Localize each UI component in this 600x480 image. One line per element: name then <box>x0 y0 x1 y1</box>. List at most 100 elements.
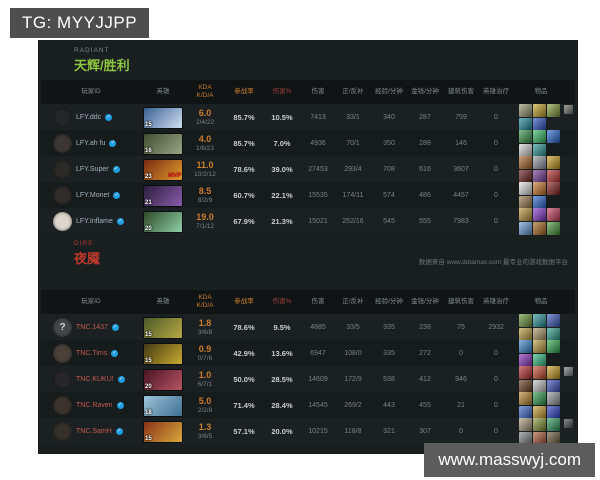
item-icon[interactable] <box>519 432 532 445</box>
player-name[interactable]: TNC.Raven <box>76 402 113 409</box>
item-icon[interactable] <box>547 182 560 195</box>
item-icon[interactable] <box>547 392 560 405</box>
item-icon[interactable] <box>533 222 546 235</box>
item-icon[interactable] <box>519 144 532 157</box>
neutral-item-icon[interactable] <box>564 419 573 428</box>
stat-lasthits-denies: 118/8 <box>344 428 362 435</box>
item-icon[interactable] <box>547 104 560 117</box>
item-icon[interactable] <box>547 340 560 353</box>
verified-icon: ✓ <box>112 166 120 173</box>
item-icon[interactable] <box>533 380 546 393</box>
stat-participation: 60.7% <box>233 191 255 200</box>
hero-portrait[interactable]: 23 MVP <box>144 159 182 180</box>
hero-portrait[interactable]: 20 <box>144 369 182 390</box>
hero-cell: 15 <box>141 343 185 364</box>
item-icon[interactable] <box>519 156 532 169</box>
items-cell <box>513 418 573 445</box>
hero-portrait[interactable]: 20 <box>144 211 182 232</box>
item-icon[interactable] <box>519 328 532 341</box>
item-icon[interactable] <box>547 156 560 169</box>
player-name[interactable]: LFY.Inflame <box>76 218 113 225</box>
item-icon[interactable] <box>533 392 546 405</box>
item-icon[interactable] <box>519 340 532 353</box>
neutral-item-icon[interactable] <box>564 367 573 376</box>
stat-xpm: 443 <box>383 402 395 409</box>
hero-portrait[interactable]: 15 <box>144 107 182 128</box>
item-icon[interactable] <box>533 182 546 195</box>
dire-team-title: 夜魇 <box>74 251 101 266</box>
item-icon[interactable] <box>519 130 532 143</box>
item-icon[interactable] <box>519 170 532 183</box>
item-icon[interactable] <box>533 144 546 157</box>
item-icon[interactable] <box>547 418 560 431</box>
item-icon[interactable] <box>519 314 532 327</box>
item-icon[interactable] <box>533 314 546 327</box>
hero-portrait[interactable]: 15 <box>144 421 182 442</box>
column-header-kda: KDA K/D/A <box>185 294 225 311</box>
item-icon[interactable] <box>519 208 532 221</box>
item-icon[interactable] <box>533 418 546 431</box>
player-name[interactable]: LFY.Super <box>76 166 109 173</box>
item-icon[interactable] <box>547 130 560 143</box>
kda-value: 0.9 <box>198 343 212 354</box>
item-icon[interactable] <box>547 406 560 419</box>
item-icon[interactable] <box>547 314 560 327</box>
item-icon[interactable] <box>547 170 560 183</box>
item-icon[interactable] <box>533 406 546 419</box>
player-cell: LFY.Super ✓ <box>41 160 141 179</box>
player-name[interactable]: LFY.ah fu <box>76 140 106 147</box>
hero-portrait[interactable]: 15 <box>144 317 182 338</box>
stat-participation: 71.4% <box>233 401 255 410</box>
item-icon[interactable] <box>519 104 532 117</box>
player-name[interactable]: TNC.Tims <box>76 350 108 357</box>
item-icon[interactable] <box>533 328 546 341</box>
item-icon[interactable] <box>519 366 532 379</box>
item-icon[interactable] <box>533 196 546 209</box>
player-name[interactable]: LFY.ddc <box>76 114 102 121</box>
stat-hero-healing: 0 <box>494 192 498 199</box>
player-cell: TNC.SamH ✓ <box>41 422 141 441</box>
item-icon[interactable] <box>533 118 546 131</box>
item-icon[interactable] <box>547 432 560 445</box>
item-icon[interactable] <box>519 392 532 405</box>
item-icon[interactable] <box>533 432 546 445</box>
column-header-heal: 英雄治疗 <box>483 87 509 95</box>
item-icon[interactable] <box>533 156 546 169</box>
item-icon[interactable] <box>533 354 546 367</box>
player-name[interactable]: TNC.SamH <box>76 428 112 435</box>
item-icon[interactable] <box>547 328 560 341</box>
player-name[interactable]: LFY.Monet <box>76 192 110 199</box>
items-grid <box>519 340 563 367</box>
item-icon[interactable] <box>533 170 546 183</box>
hero-portrait[interactable]: 15 <box>144 343 182 364</box>
dire-stats-table: 玩家ID 英雄 KDA K/D/A 参战率 伤害% 伤害 正/反补 经验/分钟 金钱/分钟 建筑伤害… <box>41 290 575 445</box>
item-icon[interactable] <box>547 208 560 221</box>
stat-damage: 14545 <box>308 402 328 409</box>
neutral-item-icon[interactable] <box>564 105 573 114</box>
player-name[interactable]: TNC.1437 <box>76 324 108 331</box>
column-header-bld: 建筑伤害 <box>448 87 474 95</box>
stat-lasthits-denies: 172/9 <box>344 376 362 383</box>
player-name[interactable]: TNC.KUKU! <box>76 376 114 383</box>
item-icon[interactable] <box>519 118 532 131</box>
item-icon[interactable] <box>533 130 546 143</box>
item-icon[interactable] <box>533 366 546 379</box>
item-icon[interactable] <box>519 380 532 393</box>
item-icon[interactable] <box>547 366 560 379</box>
item-icon[interactable] <box>519 196 532 209</box>
item-icon[interactable] <box>519 354 532 367</box>
stat-xpm: 574 <box>383 192 395 199</box>
item-icon[interactable] <box>519 222 532 235</box>
hero-portrait[interactable]: 21 <box>144 185 182 206</box>
column-header-dmg: 伤害 <box>311 297 325 305</box>
item-icon[interactable] <box>547 222 560 235</box>
hero-portrait[interactable]: 18 <box>144 395 182 416</box>
item-icon[interactable] <box>519 182 532 195</box>
hero-portrait[interactable]: 16 <box>144 133 182 154</box>
item-icon[interactable] <box>519 406 532 419</box>
item-icon[interactable] <box>533 104 546 117</box>
item-icon[interactable] <box>519 418 532 431</box>
item-icon[interactable] <box>533 208 546 221</box>
item-icon[interactable] <box>533 340 546 353</box>
item-icon[interactable] <box>547 380 560 393</box>
